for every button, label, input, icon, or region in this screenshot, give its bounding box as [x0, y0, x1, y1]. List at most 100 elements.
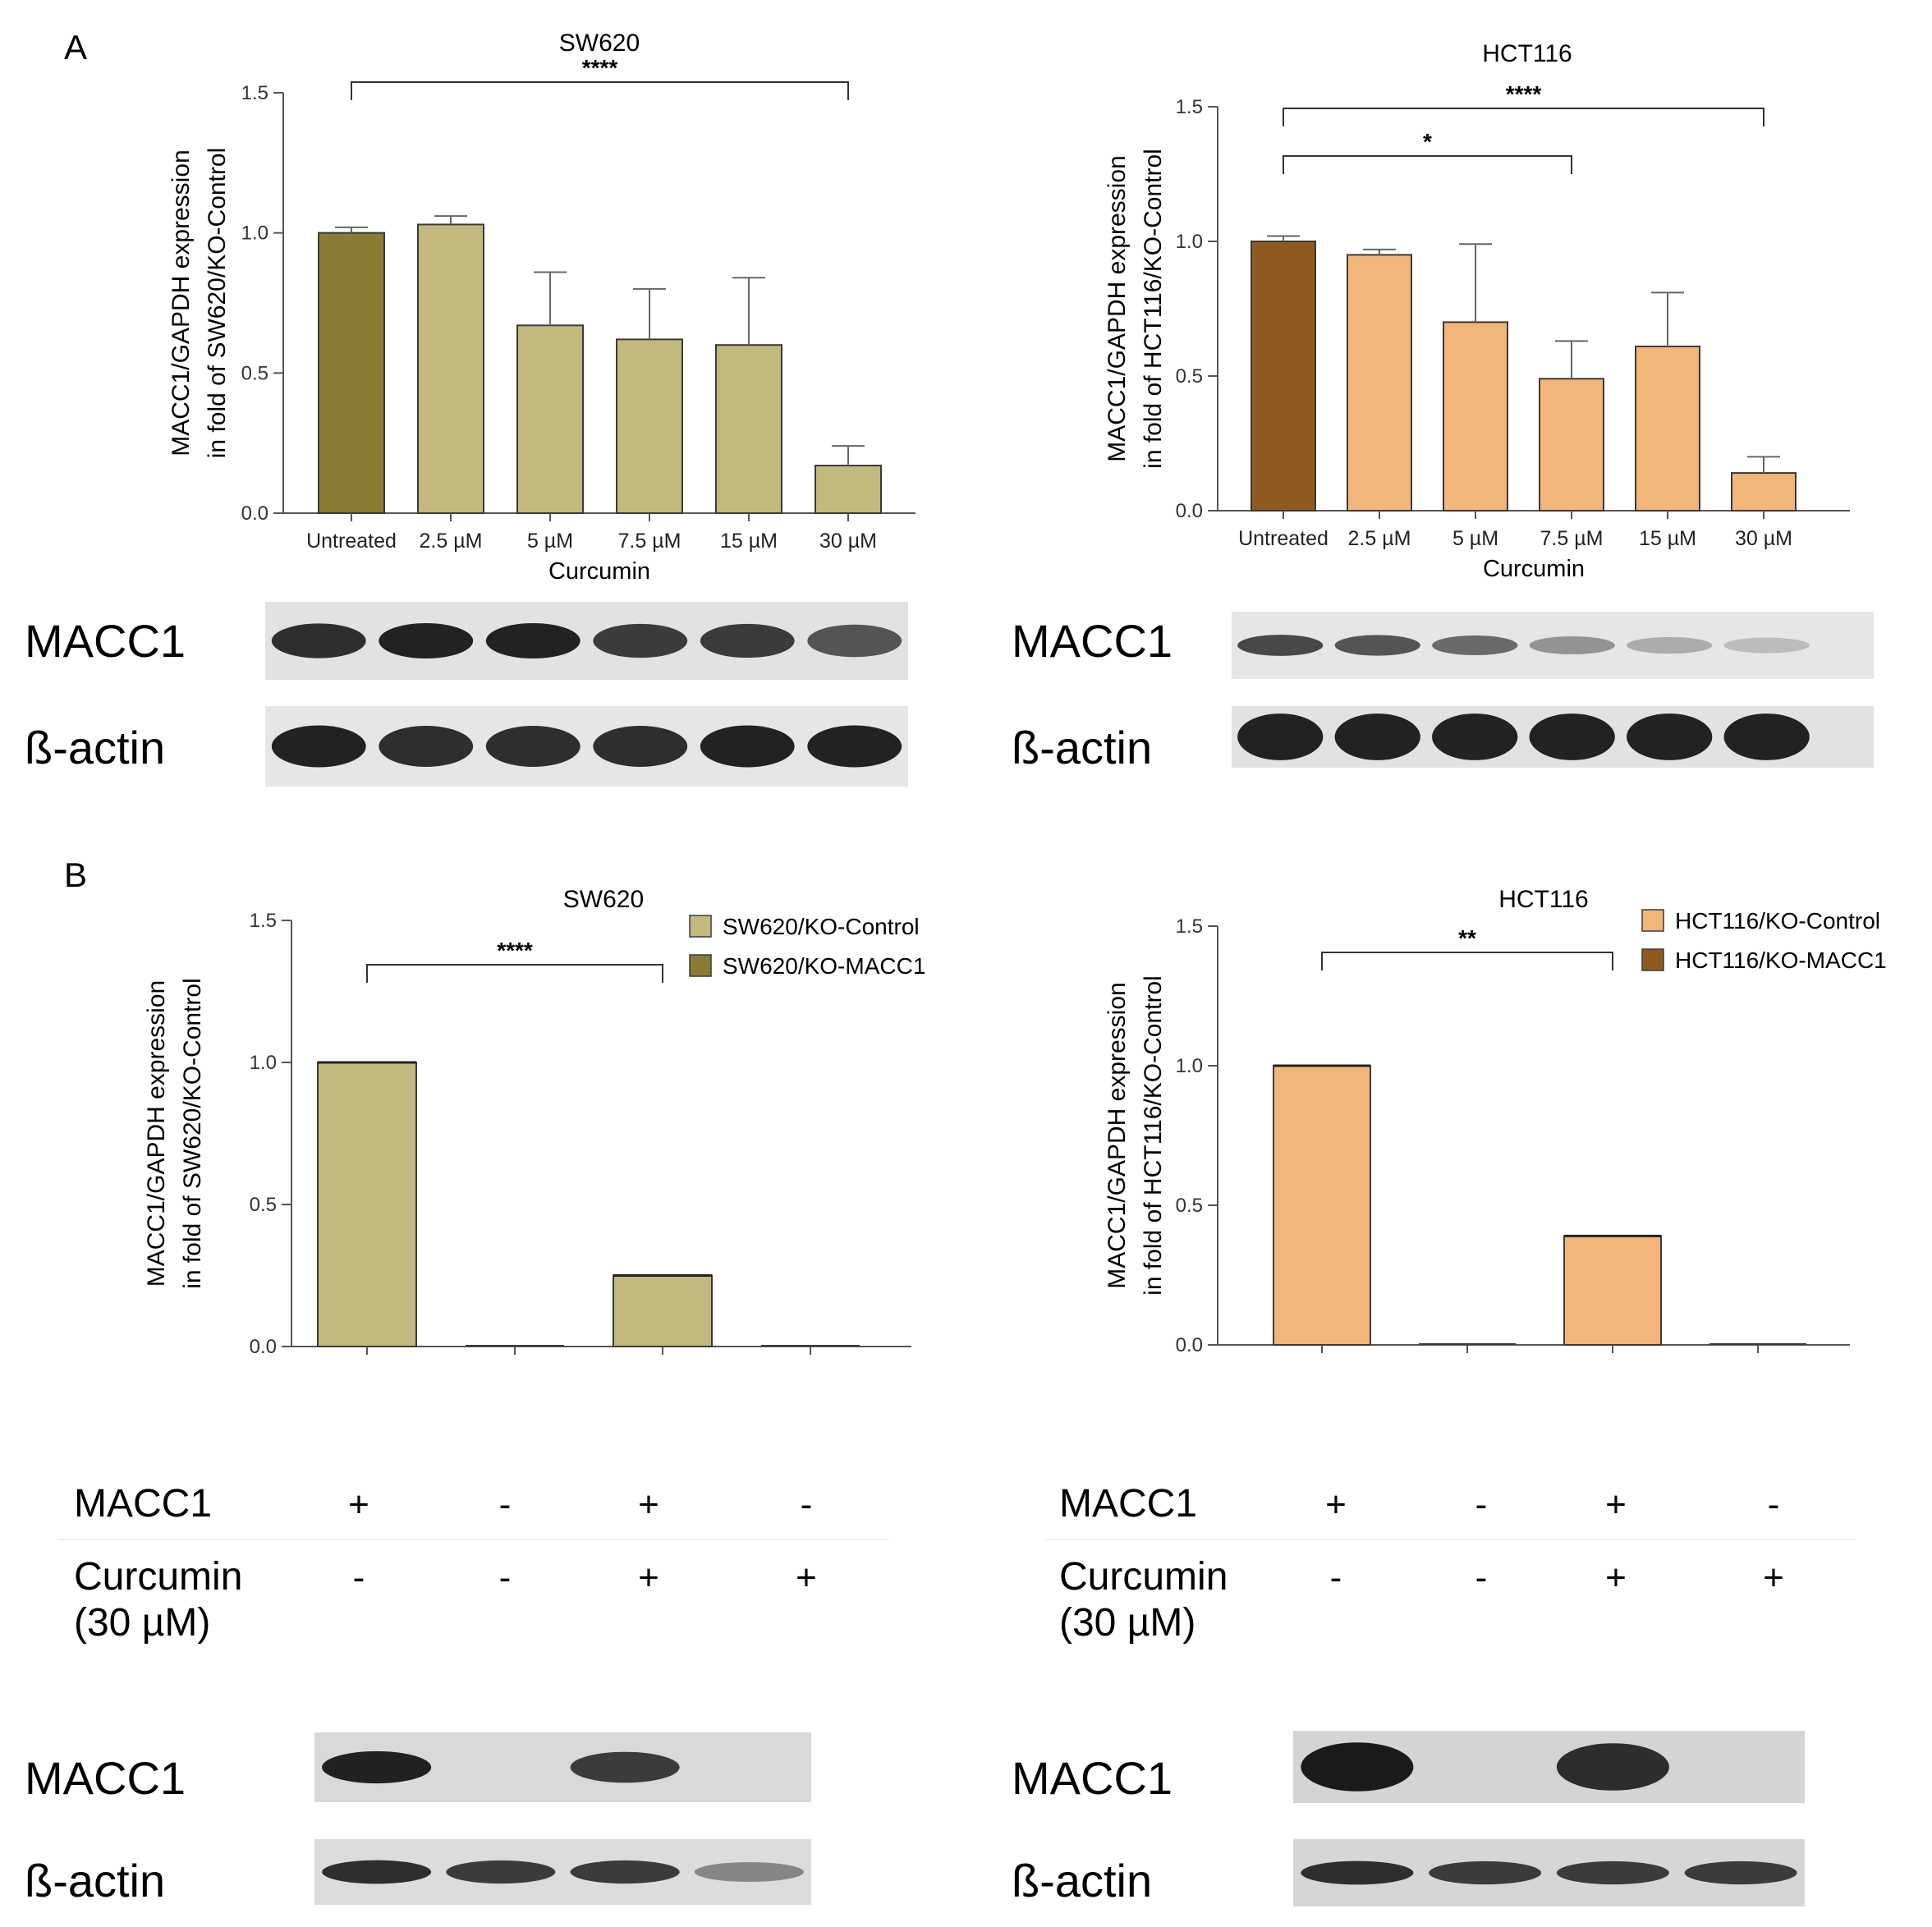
treatment-row-label: MACC1 [1059, 1482, 1197, 1526]
x-tick-label: 30 µM [1735, 527, 1792, 550]
x-tick-label: 5 µM [1452, 527, 1498, 550]
bar [1731, 472, 1797, 512]
treatment-value: + [638, 1484, 659, 1525]
x-tick-label: 2.5 µM [1348, 527, 1411, 550]
bar [1273, 1065, 1371, 1346]
blot-label-actin: ß-actin [25, 722, 165, 773]
x-tick-label: Untreated [1238, 527, 1329, 550]
y-axis-label: MACC1/GAPDH expression [143, 980, 170, 1287]
y-tick-label: 1.0 [1176, 1055, 1203, 1077]
blots-b-hct116: MACC1 ß-actin [1012, 1731, 1805, 1906]
treatment-value: + [348, 1484, 369, 1525]
treatment-row-label: (30 µM) [1059, 1601, 1195, 1645]
treatment-table-sw620: MACC1 Curcumin(30 µM) + - - - + + - + [57, 1482, 888, 1645]
blot-macc1-band [1334, 635, 1420, 656]
legend-swatch [689, 954, 712, 977]
significance-bracket [1283, 108, 1764, 126]
significance-bracket [1283, 155, 1572, 174]
blot-actin-band [807, 725, 902, 768]
bar [318, 232, 385, 514]
chart-b-hct116: HCT116 0.0 0.5 1.0 1.5 MACC1/GAPDH expression… [1104, 886, 1887, 1356]
x-axis-label: Curcumin [1483, 556, 1585, 582]
blot-actin-band [379, 726, 474, 767]
bar [1635, 345, 1700, 512]
y-tick-label: 1.0 [250, 1052, 277, 1074]
chart-title: SW620 [559, 30, 640, 57]
x-axis-label: Curcumin [548, 558, 650, 585]
y-axis-label: in fold of SW620/KO-Control [204, 148, 231, 459]
blot-macc1-membrane [265, 602, 908, 680]
significance-bracket [1321, 952, 1613, 970]
blot-actin-band [1529, 713, 1615, 760]
treatment-value: + [796, 1558, 817, 1598]
y-axis-label: MACC1/GAPDH expression [1104, 982, 1131, 1288]
x-tick-label: 15 µM [720, 530, 778, 553]
blot-actin-band [700, 725, 795, 768]
blot-actin-band [593, 726, 688, 767]
treatment-table-hct116: MACC1 Curcumin(30 µM) + - - - + + - + [1043, 1482, 1856, 1645]
blot-actin-band [1684, 1860, 1797, 1885]
bar [1539, 378, 1604, 512]
y-tick-label: 0.5 [1176, 1195, 1203, 1217]
y-tick-label: 0.0 [241, 502, 268, 525]
legend-entry: SW620/KO-Control [723, 914, 920, 939]
blot-macc1-band [807, 624, 902, 658]
bar [1563, 1235, 1662, 1347]
treatment-value: + [1325, 1484, 1347, 1525]
blot-label-actin: ß-actin [1012, 1855, 1152, 1906]
blot-label-macc1: MACC1 [1012, 1752, 1173, 1804]
blot-actin-band [271, 725, 366, 768]
chart-b-sw620: SW620 0.0 0.5 1.0 1.5 MACC1/GAPDH expression i… [143, 886, 925, 1358]
panel-label-a: A [64, 28, 87, 67]
significance-label: **** [582, 55, 618, 80]
blots-a-sw620: MACC1 ß-actin [25, 602, 908, 787]
treatment-row-label: MACC1 [74, 1482, 212, 1526]
bar [815, 464, 882, 514]
panel-label-b: B [64, 856, 87, 894]
blot-label-macc1: MACC1 [1012, 615, 1173, 667]
treatment-row-label: Curcumin [1059, 1555, 1228, 1599]
y-tick-label: 0.5 [241, 362, 268, 384]
significance-label: * [1423, 129, 1432, 154]
treatment-value: + [1763, 1558, 1784, 1598]
blot-label-macc1: MACC1 [25, 1752, 186, 1804]
treatment-value: - [801, 1484, 813, 1525]
chart-title: HCT116 [1498, 886, 1588, 913]
blot-macc1-band [570, 1751, 680, 1783]
blot-actin-band [1627, 713, 1713, 760]
y-tick-label: 1.5 [250, 910, 277, 932]
y-tick-label: 0.0 [250, 1336, 277, 1358]
bar [417, 223, 484, 514]
blot-macc1-band [1432, 635, 1518, 656]
y-tick-label: 0.0 [1176, 500, 1203, 522]
bar [1443, 321, 1508, 512]
treatment-value: - [499, 1558, 512, 1598]
blot-macc1-band [1556, 1743, 1669, 1791]
bar [317, 1062, 417, 1347]
bar [613, 1274, 713, 1347]
y-axis-label: MACC1/GAPDH expression [168, 149, 195, 456]
significance-bracket [366, 964, 663, 983]
y-axis-label: in fold of SW620/KO-Control [179, 978, 206, 1289]
blot-actin-band [1237, 713, 1324, 760]
y-axis-label: in fold of HCT116/KO-Control [1140, 149, 1167, 469]
blot-actin-band [1556, 1860, 1669, 1885]
legend-swatch [1641, 909, 1664, 932]
chart-title: SW620 [563, 886, 644, 913]
y-tick-label: 0.5 [1176, 365, 1203, 388]
bar [516, 324, 584, 514]
treatment-value: + [1605, 1558, 1627, 1598]
legend-entry: HCT116/KO-MACC1 [1675, 947, 1887, 973]
significance-bracket [351, 81, 849, 100]
x-tick-label: Untreated [306, 530, 397, 553]
blot-macc1-band [485, 622, 581, 659]
y-tick-label: 0.0 [1176, 1334, 1203, 1356]
blot-actin-band [570, 1860, 680, 1884]
treatment-value: - [353, 1558, 365, 1598]
blot-actin-band [322, 1860, 432, 1884]
x-tick-label: 2.5 µM [420, 530, 483, 553]
y-tick-label: 1.0 [241, 223, 268, 245]
blot-macc1-band [1627, 636, 1713, 654]
blot-actin-band [1301, 1860, 1414, 1885]
x-tick-label: 7.5 µM [1540, 527, 1604, 550]
